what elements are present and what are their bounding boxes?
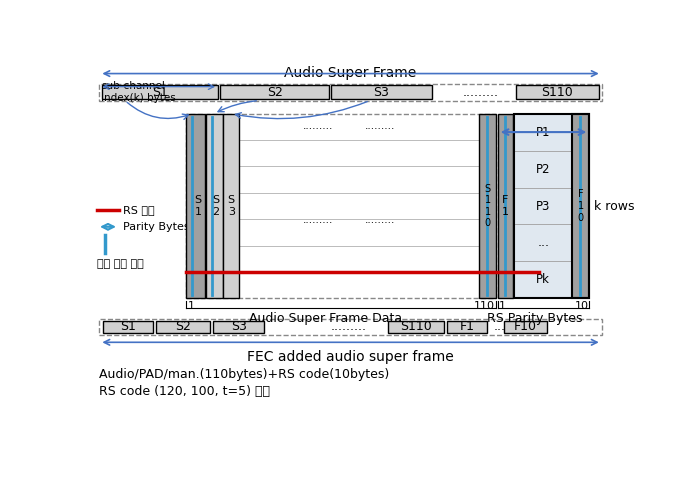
- Text: S2: S2: [175, 321, 191, 334]
- Bar: [514, 187, 573, 224]
- Text: S1: S1: [120, 321, 135, 334]
- Text: ...: ...: [493, 321, 505, 334]
- Bar: [498, 113, 513, 298]
- Text: sub-channel
index(k) bytes: sub-channel index(k) bytes: [101, 81, 176, 103]
- Bar: [388, 321, 443, 333]
- Text: .........: .........: [331, 321, 367, 334]
- Text: P2: P2: [536, 163, 551, 175]
- Text: .........: .........: [365, 215, 395, 225]
- Text: S
1: S 1: [194, 195, 201, 217]
- Text: F1: F1: [459, 321, 474, 334]
- Text: .........: .........: [303, 121, 333, 132]
- Text: F
1
0: F 1 0: [578, 190, 583, 223]
- Bar: [99, 319, 602, 335]
- Bar: [514, 113, 589, 298]
- Text: S
2: S 2: [212, 195, 220, 217]
- Bar: [224, 113, 239, 298]
- Text: F
1: F 1: [502, 195, 509, 217]
- Bar: [331, 85, 432, 99]
- Text: S
3: S 3: [228, 195, 235, 217]
- Bar: [213, 321, 264, 333]
- Text: Audio Super Frame Data: Audio Super Frame Data: [249, 312, 402, 325]
- Bar: [514, 224, 573, 262]
- Bar: [99, 84, 602, 100]
- Text: FEC added audio super frame: FEC added audio super frame: [247, 350, 454, 364]
- Text: 1: 1: [499, 301, 505, 311]
- Bar: [479, 113, 497, 298]
- Bar: [504, 321, 547, 333]
- Bar: [516, 85, 598, 99]
- Text: S110: S110: [541, 86, 573, 99]
- Bar: [514, 113, 573, 151]
- Bar: [156, 321, 210, 333]
- Text: .........: .........: [365, 121, 395, 132]
- Text: Parity Bytes: Parity Bytes: [122, 222, 189, 232]
- Bar: [220, 85, 329, 99]
- Text: S1: S1: [152, 86, 168, 99]
- Text: P1: P1: [536, 125, 551, 139]
- Text: RS 방향: RS 방향: [122, 205, 155, 215]
- Text: F10: F10: [514, 321, 537, 334]
- Text: 1: 1: [188, 301, 195, 311]
- Bar: [206, 113, 223, 298]
- Text: k rows: k rows: [594, 200, 634, 213]
- Bar: [514, 151, 573, 187]
- Bar: [573, 113, 589, 298]
- Text: Pk: Pk: [536, 274, 550, 286]
- Bar: [102, 85, 218, 99]
- Bar: [447, 321, 487, 333]
- Text: P3: P3: [536, 200, 551, 213]
- Bar: [103, 321, 153, 333]
- Text: RS Parity Bytes: RS Parity Bytes: [487, 312, 583, 325]
- Text: S3: S3: [373, 86, 389, 99]
- Text: S3: S3: [231, 321, 246, 334]
- Text: 110: 110: [474, 301, 495, 311]
- Text: 실제 전송 순서: 실제 전송 순서: [97, 259, 144, 269]
- Bar: [186, 113, 497, 298]
- Text: S2: S2: [267, 86, 282, 99]
- Text: ...: ...: [537, 236, 549, 249]
- Text: 10: 10: [575, 301, 589, 311]
- Bar: [186, 113, 205, 298]
- Text: S
1
1
0: S 1 1 0: [485, 183, 491, 228]
- Text: S110: S110: [399, 321, 432, 334]
- Text: RS code (120, 100, t=5) 적용: RS code (120, 100, t=5) 적용: [99, 386, 270, 399]
- Text: .........: .........: [463, 86, 499, 99]
- Bar: [514, 262, 573, 298]
- Text: .........: .........: [303, 215, 333, 225]
- Text: Audio/PAD/man.(110bytes)+RS code(10bytes): Audio/PAD/man.(110bytes)+RS code(10bytes…: [99, 368, 390, 381]
- Text: Audio Super Frame: Audio Super Frame: [285, 66, 417, 80]
